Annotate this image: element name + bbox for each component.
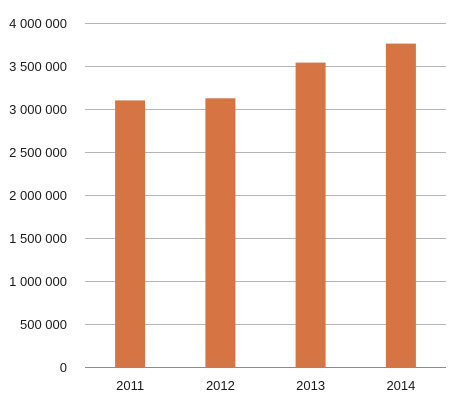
y-tick-label: 3 000 000 — [9, 102, 67, 117]
bars — [115, 43, 416, 368]
x-tick-label: 2014 — [386, 378, 415, 393]
bar-2014 — [385, 43, 416, 367]
y-tick-label: 2 000 000 — [9, 188, 67, 203]
y-tick-label: 1 500 000 — [9, 231, 67, 246]
y-tick-label: 3 500 000 — [9, 59, 67, 74]
x-axis-tick-labels: 2011 2012 2013 2014 — [116, 378, 415, 393]
x-tick-label: 2012 — [206, 378, 235, 393]
x-tick-label: 2011 — [116, 378, 144, 393]
bar-2011 — [115, 100, 146, 368]
y-tick-label: 500 000 — [20, 317, 67, 332]
y-tick-label: 0 — [60, 360, 67, 375]
y-axis-tick-labels: 0 500 000 1 000 000 1 500 000 2 000 000 2 500… — [9, 16, 67, 375]
x-tick-label: 2013 — [296, 378, 325, 393]
y-tick-label: 4 000 000 — [9, 16, 67, 31]
bar-2013 — [295, 62, 326, 367]
y-tick-label: 2 500 000 — [9, 145, 67, 160]
y-tick-label: 1 000 000 — [9, 274, 67, 289]
gridlines — [85, 23, 446, 325]
bar-2012 — [205, 98, 236, 368]
